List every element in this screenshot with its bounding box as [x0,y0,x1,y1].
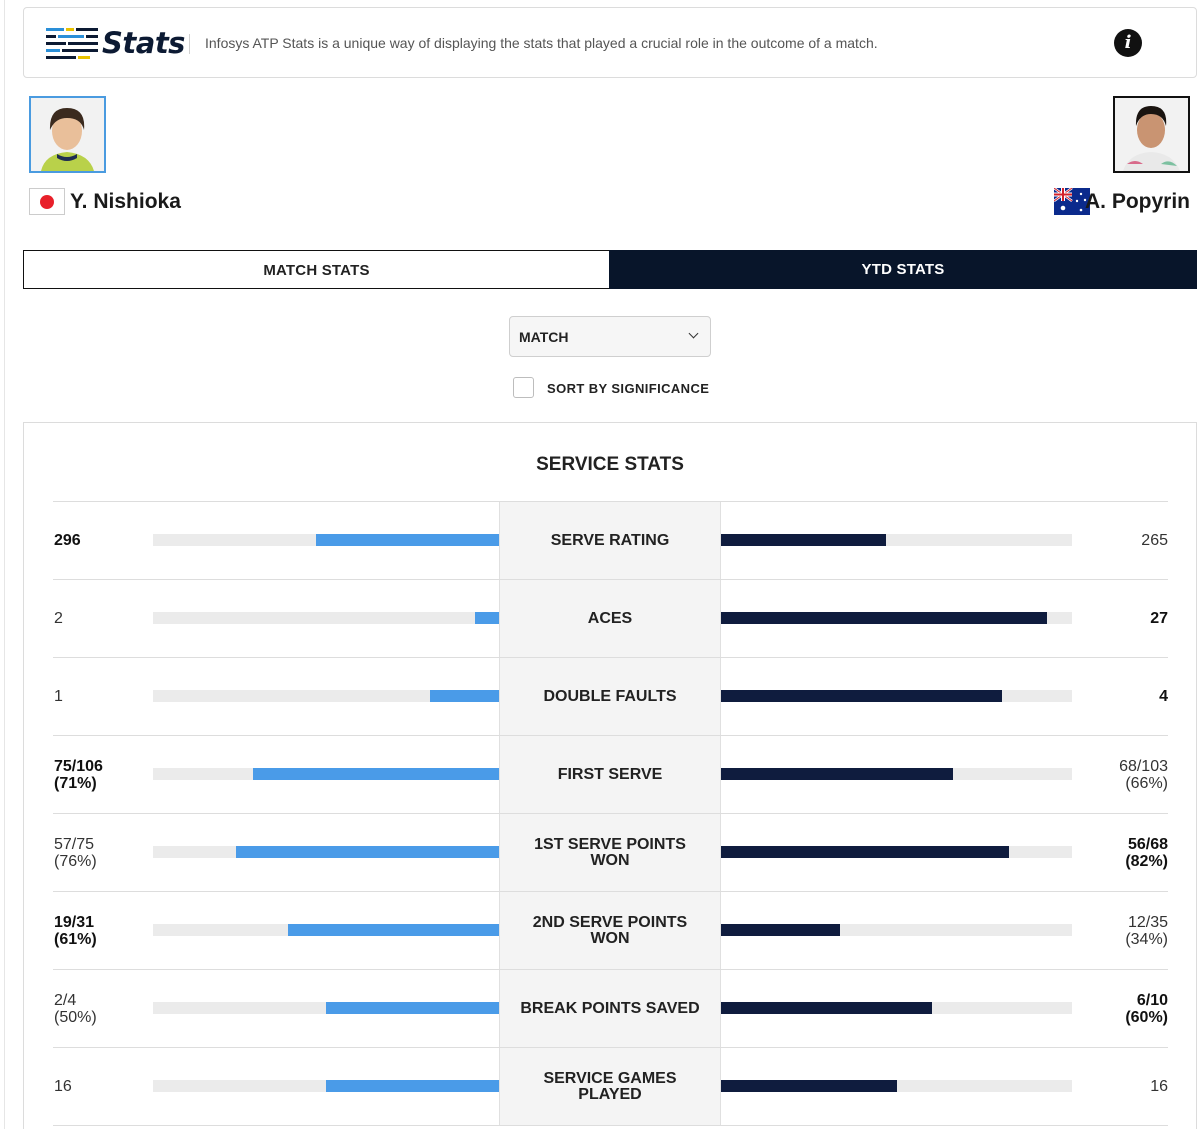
dropdown-selected-value: MATCH [519,329,569,345]
left-player-bar-fill [429,690,499,702]
stat-row: 16 SERVICE GAMES PLAYED 16 [53,1048,1168,1126]
stat-label: 1ST SERVE POINTS WON [499,814,721,891]
player-left-avatar[interactable] [29,96,106,173]
left-player-bar-fill [326,1080,499,1092]
right-player-bar-fill [721,690,1002,702]
left-player-bar [153,612,499,624]
right-player-bar [721,846,1072,858]
left-player-value: 16 [54,1078,72,1095]
left-player-value: 75/106 (71%) [54,757,103,792]
left-player-bar-fill [287,924,499,936]
stat-label: ACES [499,580,721,657]
left-player-bar [153,768,499,780]
jp-flag-icon [29,188,65,215]
right-player-bar-fill [721,1080,897,1092]
sort-by-significance-label[interactable]: SORT BY SIGNIFICANCE [547,381,710,396]
stats-logo-icon [46,28,98,59]
section-title: SERVICE STATS [536,454,684,475]
stat-row: 1 DOUBLE FAULTS 4 [53,658,1168,736]
tab-ytd-stats[interactable]: YTD STATS [609,250,1197,289]
left-player-bar [153,1002,499,1014]
stat-label: DOUBLE FAULTS [499,658,721,735]
right-player-bar [721,690,1072,702]
match-set-dropdown[interactable]: MATCH [509,316,711,357]
stat-row: 75/106 (71%) FIRST SERVE 68/103 (66%) [53,736,1168,814]
stat-row: 57/75 (76%) 1ST SERVE POINTS WON 56/68 (82%) [53,814,1168,892]
right-player-bar [721,534,1072,546]
left-player-value: 296 [54,532,81,549]
right-player-value: 68/103 (66%) [1119,757,1168,792]
stat-label: SERVE RATING [499,502,721,579]
right-player-bar [721,612,1072,624]
au-flag-icon [1053,186,1090,215]
header-divider [189,34,190,54]
page-left-border [4,0,5,1129]
right-player-bar [721,1002,1072,1014]
right-player-bar-fill [721,1002,932,1014]
left-player-bar [153,534,499,546]
player-right-avatar[interactable] [1113,96,1190,173]
right-player-bar-fill [721,612,1048,624]
left-player-bar-fill [326,1002,499,1014]
infosys-stats-logo: Stats [44,26,185,60]
left-player-bar [153,1080,499,1092]
stats-header: Stats Infosys ATP Stats is a unique way … [23,7,1197,78]
left-player-value: 57/75 (76%) [54,835,97,870]
logo-text: Stats [102,26,185,60]
left-player-value: 1 [54,688,63,705]
player-left-name[interactable]: Y. Nishioka [70,190,181,213]
service-stats-panel: SERVICE STATS 296 SERVE RATING 265 2 ACES 27 1… [23,422,1197,1129]
stat-label: 2ND SERVE POINTS WON [499,892,721,969]
right-player-bar-fill [721,924,841,936]
left-player-bar [153,846,499,858]
right-player-bar-fill [721,768,953,780]
stats-rows: 296 SERVE RATING 265 2 ACES 27 1 DOUBLE FAULTS 4… [53,501,1168,1126]
right-player-value: 12/35 (34%) [1125,913,1168,948]
right-player-value: 265 [1141,532,1168,549]
player-portrait-icon [1115,98,1188,171]
stat-label: FIRST SERVE [499,736,721,813]
stat-row: 2/4 (50%) BREAK POINTS SAVED 6/10 (60%) [53,970,1168,1048]
left-player-value: 2/4 (50%) [54,991,97,1026]
header-description: Infosys ATP Stats is a unique way of dis… [205,35,878,51]
left-player-bar-fill [236,846,499,858]
right-player-bar-fill [721,846,1009,858]
left-player-value: 19/31 (61%) [54,913,97,948]
left-player-bar-fill [316,534,499,546]
right-player-value: 4 [1159,688,1168,705]
stat-row: 2 ACES 27 [53,580,1168,658]
left-player-bar-fill [474,612,499,624]
left-player-bar [153,690,499,702]
stat-row: 296 SERVE RATING 265 [53,502,1168,580]
left-player-value: 2 [54,610,63,627]
player-right-name[interactable]: A. Popyrin [1084,190,1190,213]
sort-by-significance-checkbox[interactable] [513,377,534,398]
stat-label: BREAK POINTS SAVED [499,970,721,1047]
stat-label: SERVICE GAMES PLAYED [499,1048,721,1125]
right-player-bar-fill [721,534,886,546]
right-player-bar [721,768,1072,780]
right-player-value: 27 [1150,610,1168,627]
right-player-value: 16 [1150,1078,1168,1095]
right-player-value: 56/68 (82%) [1125,835,1168,870]
left-player-bar [153,924,499,936]
tab-match-stats[interactable]: MATCH STATS [23,250,610,289]
info-icon[interactable]: i [1114,29,1142,57]
right-player-bar [721,924,1072,936]
left-player-bar-fill [253,768,499,780]
right-player-value: 6/10 (60%) [1125,991,1168,1026]
player-portrait-icon [31,98,104,171]
stat-row: 19/31 (61%) 2ND SERVE POINTS WON 12/35 (34%) [53,892,1168,970]
right-player-bar [721,1080,1072,1092]
chevron-down-icon [688,328,699,339]
